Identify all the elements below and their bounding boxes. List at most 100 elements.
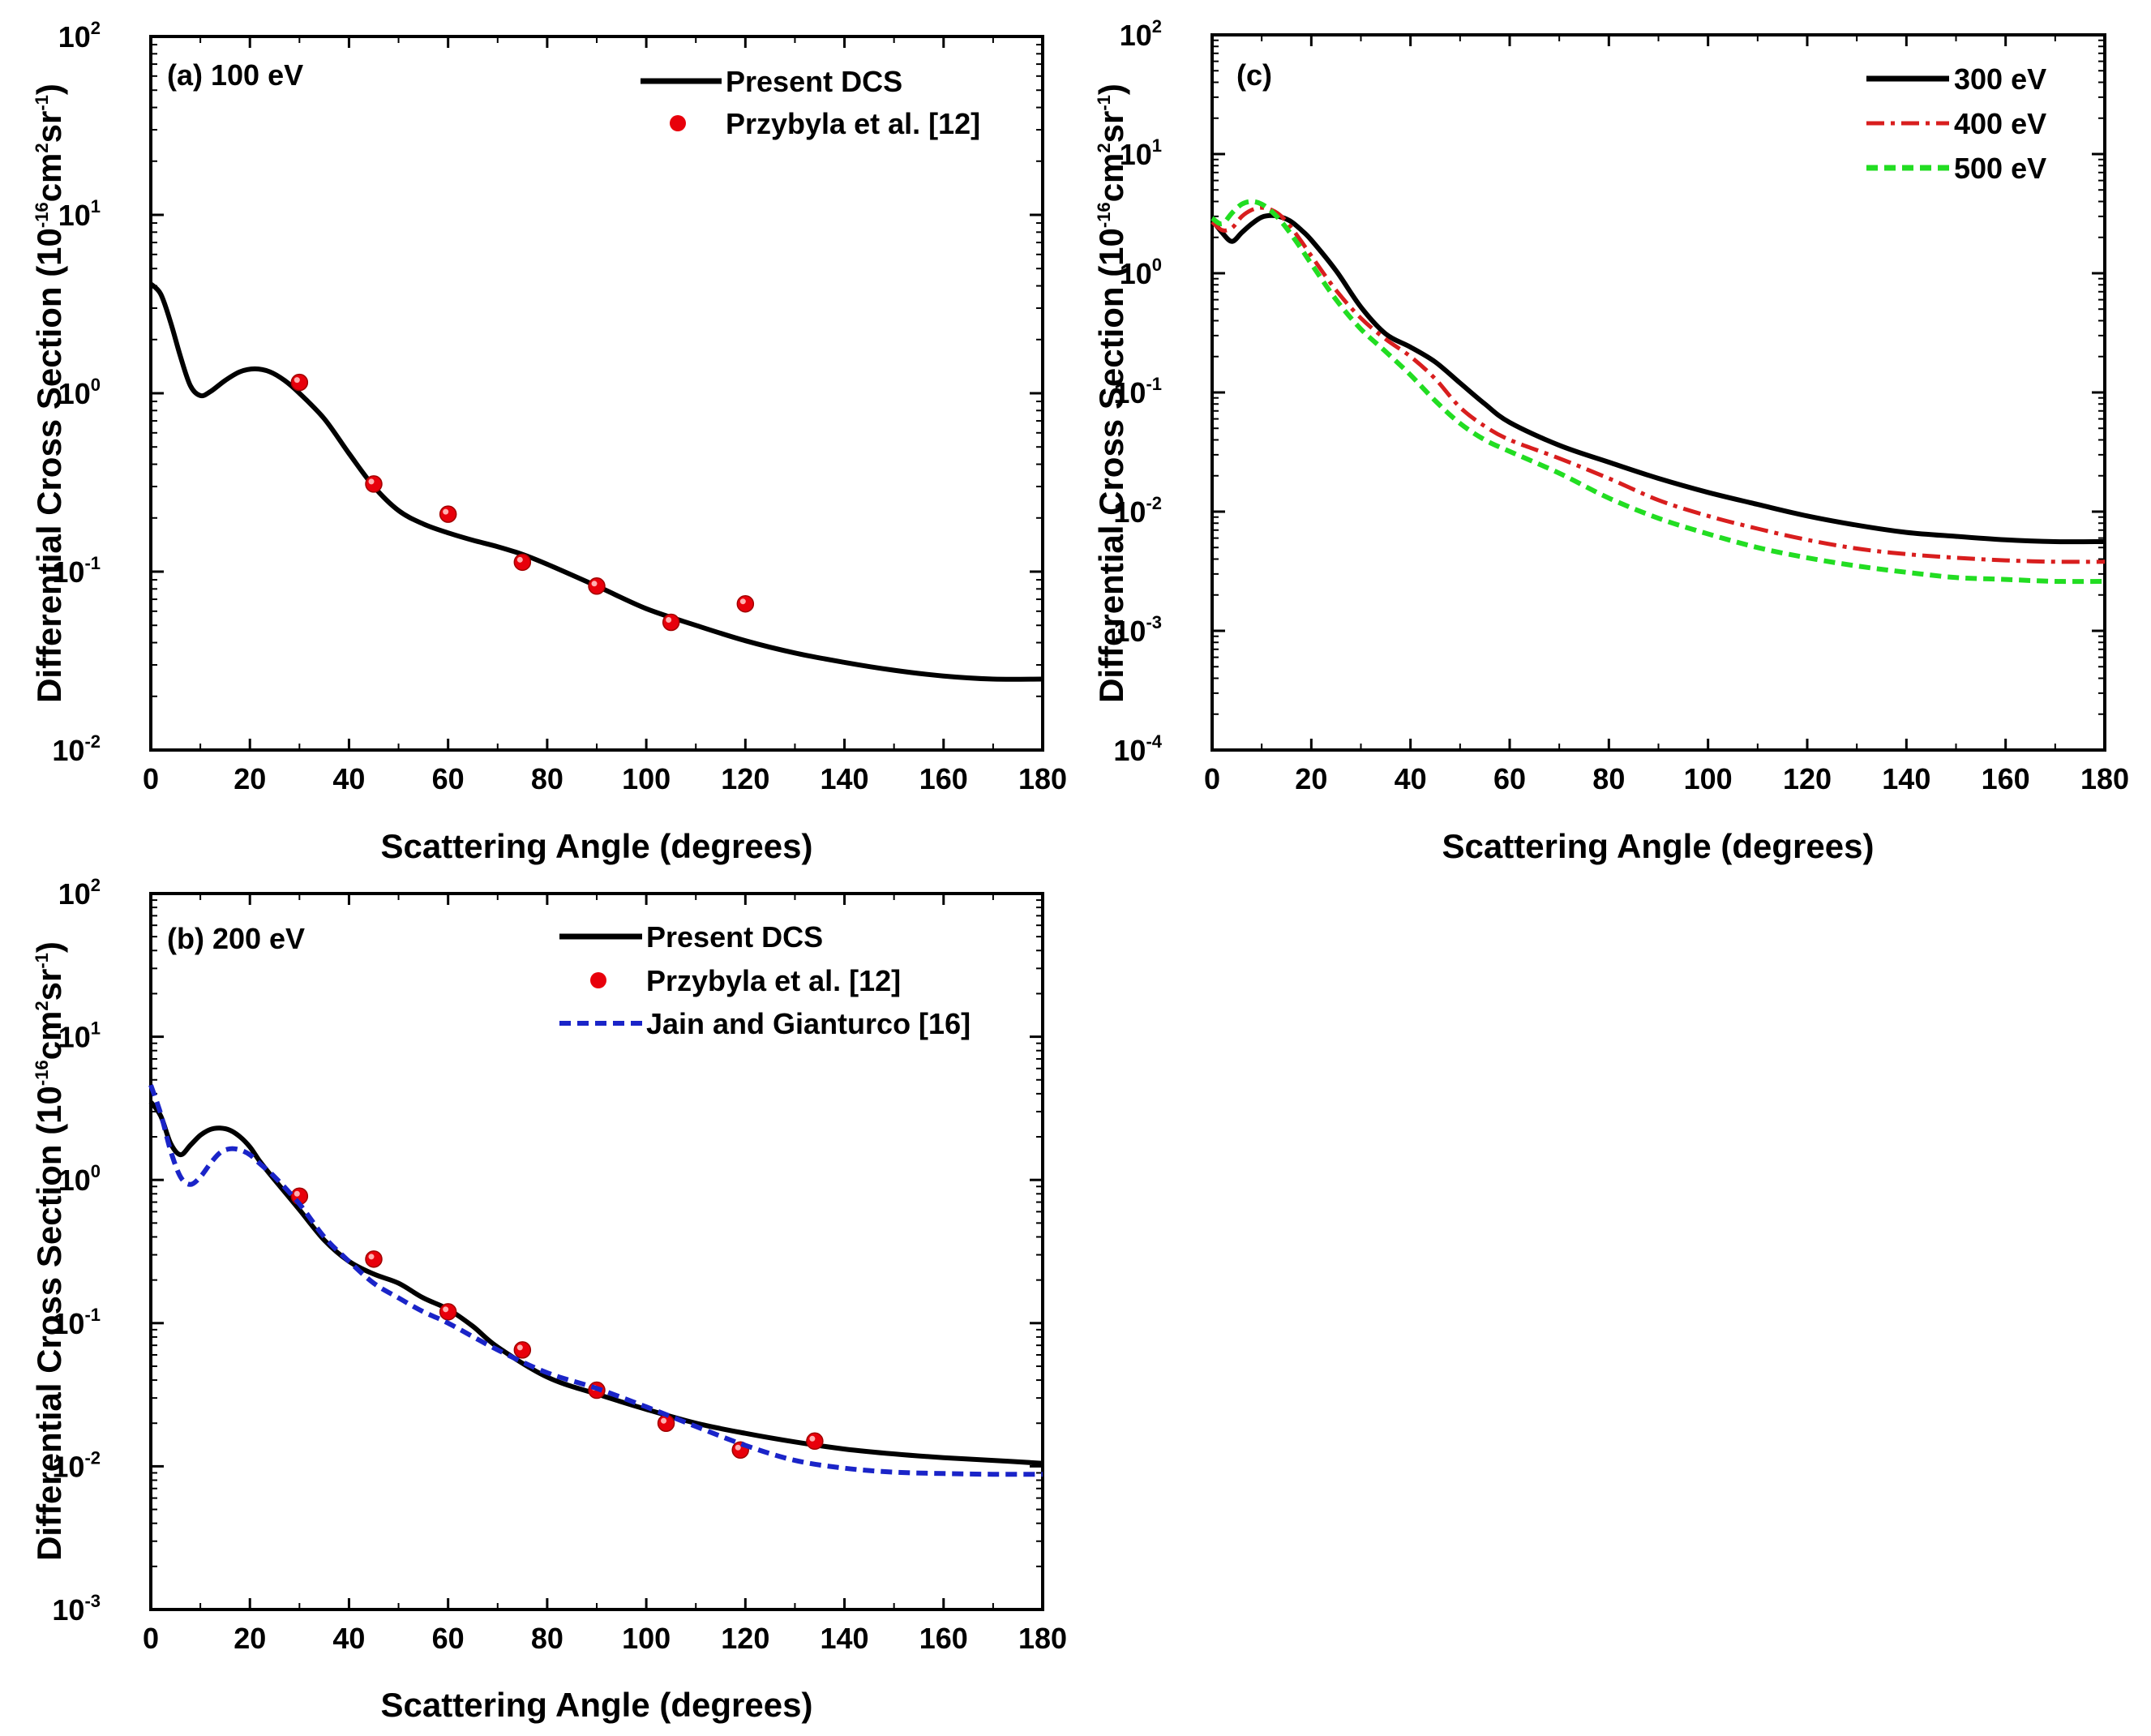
panel-a-point-highlight xyxy=(443,508,449,515)
panel-b-label: (b) 200 eV xyxy=(167,922,305,955)
panel-a-point-highlight xyxy=(368,478,375,485)
panel-a-xtick-label: 100 xyxy=(622,762,671,795)
panel-b-series xyxy=(148,1084,1043,1477)
panel-b-line-jain-and-gianturco-16 xyxy=(148,1084,1043,1477)
panel-b-ytick-label: 102 xyxy=(58,875,101,911)
panel-a-plot-frame xyxy=(149,35,1044,752)
panel-a-xtick-label: 140 xyxy=(821,762,869,795)
panel-c-ylabel: Differential Cross Section (10-16cm2sr-1… xyxy=(1092,84,1130,703)
panel-a-legend: Present DCS Przybyla et al. [12] xyxy=(641,65,980,140)
panel-b-line-present-dcs xyxy=(148,1100,1043,1466)
legend-c-500-label: 500 eV xyxy=(1954,152,2046,185)
panel-a-point-przybyla-et-al-12 xyxy=(513,553,532,572)
panel-a-ticks: 0 20 40 60 80 100 120 140 160 180 10-2 10-1 100 101 10… xyxy=(52,18,1067,795)
legend-a-exp-label: Przybyla et al. [12] xyxy=(726,107,980,140)
panel-a-xtick-label: 0 xyxy=(143,762,159,795)
svg-text:Differential Cross Section (10: Differential Cross Section (10-16cm2sr-1… xyxy=(30,84,68,703)
panel-a-ylabel: Differential Cross Section (10-16cm2sr-1… xyxy=(30,84,68,703)
legend-b-jain-label: Jain and Gianturco [16] xyxy=(646,1007,971,1040)
panel-b-xtick-label: 140 xyxy=(821,1622,869,1655)
panel-a-xtick-label: 40 xyxy=(332,762,365,795)
panel-c-line-300-ev xyxy=(1210,212,2106,545)
panel-b-point-highlight xyxy=(661,1417,667,1424)
panel-b-xtick-label: 100 xyxy=(622,1622,671,1655)
panel-c-xtick-label: 80 xyxy=(1592,762,1625,795)
panel-a-xtick-label: 120 xyxy=(721,762,769,795)
panel-a-ytick-label: 10-1 xyxy=(52,553,101,589)
panel-a-ytick-label: 100 xyxy=(58,375,101,410)
panel-b-point-przybyla-et-al-12 xyxy=(439,1303,457,1321)
panel-b-ytick-label: 10-1 xyxy=(52,1305,101,1340)
panel-a-xtick-label: 20 xyxy=(234,762,266,795)
panel-c-ytick-label: 101 xyxy=(1120,135,1162,171)
legend-c-300-label: 300 eV xyxy=(1954,62,2046,96)
panel-c-ytick-label: 10-1 xyxy=(1113,374,1162,409)
panel-a-point-highlight xyxy=(739,598,746,605)
panel-c: 0 20 40 60 80 100 120 140 160 180 10-4 10-3 10-2 10-1… xyxy=(1092,16,2129,865)
panel-c-xtick-label: 20 xyxy=(1295,762,1327,795)
panel-a-point-przybyla-et-al-12 xyxy=(439,505,457,523)
panel-c-xtick-label: 40 xyxy=(1395,762,1427,795)
panel-a-xlabel: Scattering Angle (degrees) xyxy=(381,827,813,865)
panel-b-point-highlight xyxy=(443,1306,449,1313)
panel-b-xtick-label: 40 xyxy=(332,1622,365,1655)
panel-a: 0 20 40 60 80 100 120 140 160 180 10-2 10-1 100 101 10… xyxy=(30,18,1067,865)
panel-b-point-highlight xyxy=(809,1435,816,1442)
svg-text:Differential Cross Section (10: Differential Cross Section (10-16cm2sr-1… xyxy=(30,941,68,1561)
panel-b-point-przybyla-et-al-12 xyxy=(513,1341,532,1359)
panel-b-ytick-label: 10-2 xyxy=(52,1447,101,1483)
panel-c-ytick-label: 102 xyxy=(1120,16,1162,52)
panel-b-point-przybyla-et-al-12 xyxy=(657,1414,675,1432)
panel-b-point-highlight xyxy=(294,1190,300,1197)
svg-text:Differential Cross Section (10: Differential Cross Section (10-16cm2sr-1… xyxy=(1092,84,1130,703)
panel-a-point-przybyla-et-al-12 xyxy=(662,613,680,632)
panel-c-xtick-label: 180 xyxy=(2080,762,2129,795)
panel-c-xtick-label: 120 xyxy=(1783,762,1832,795)
panel-a-point-highlight xyxy=(516,556,523,563)
panel-a-xtick-label: 160 xyxy=(919,762,968,795)
legend-a-exp-swatch xyxy=(670,115,686,131)
panel-a-point-highlight xyxy=(591,581,598,587)
panel-a-point-przybyla-et-al-12 xyxy=(588,577,606,595)
panel-c-xtick-label: 100 xyxy=(1684,762,1733,795)
panel-b: 0 20 40 60 80 100 120 140 160 180 10-3 10-2 10-1 100 1… xyxy=(30,875,1067,1724)
panel-c-legend: 300 eV 400 eV 500 eV xyxy=(1866,62,2046,185)
panel-a-label: (a) 100 eV xyxy=(167,58,303,92)
panel-c-line-400-ev xyxy=(1210,205,2106,564)
panel-c-ytick-label: 10-3 xyxy=(1113,612,1162,648)
panel-b-ticks: 0 20 40 60 80 100 120 140 160 180 10-3 10-2 10-1 100 1… xyxy=(52,875,1067,1655)
panel-a-point-przybyla-et-al-12 xyxy=(290,373,309,392)
panel-a-point-przybyla-et-al-12 xyxy=(365,475,383,493)
panel-c-ytick-label: 10-2 xyxy=(1113,493,1162,529)
panel-c-xtick-label: 160 xyxy=(1982,762,2030,795)
panel-b-xtick-label: 120 xyxy=(721,1622,769,1655)
panel-c-label: (c) xyxy=(1236,58,1272,92)
legend-b-present-label: Present DCS xyxy=(646,920,823,954)
panel-c-series xyxy=(1210,199,2106,585)
panel-b-xtick-label: 20 xyxy=(234,1622,266,1655)
panel-a-point-highlight xyxy=(666,616,672,623)
panel-c-ytick-label: 100 xyxy=(1120,255,1162,290)
legend-c-400-label: 400 eV xyxy=(1954,107,2046,140)
panel-b-ytick-label: 10-3 xyxy=(52,1591,101,1627)
panel-b-ylabel: Differential Cross Section (10-16cm2sr-1… xyxy=(30,941,68,1561)
panel-c-xtick-label: 0 xyxy=(1204,762,1220,795)
panel-b-point-highlight xyxy=(516,1344,523,1351)
panel-a-ytick-label: 101 xyxy=(58,196,101,232)
panel-b-plot-frame xyxy=(149,892,1044,1611)
legend-b-exp-label: Przybyla et al. [12] xyxy=(646,964,901,997)
panel-b-xtick-label: 60 xyxy=(432,1622,465,1655)
panel-b-xtick-label: 0 xyxy=(143,1622,159,1655)
panel-c-xtick-label: 140 xyxy=(1882,762,1930,795)
panel-b-point-przybyla-et-al-12 xyxy=(365,1250,383,1268)
panel-b-point-highlight xyxy=(735,1444,741,1451)
panel-a-xtick-label: 180 xyxy=(1018,762,1067,795)
panel-b-legend: Present DCS Przybyla et al. [12] Jain an… xyxy=(559,920,971,1040)
panel-b-ytick-label: 101 xyxy=(58,1018,101,1054)
panel-c-ytick-label: 10-4 xyxy=(1113,731,1162,767)
panel-a-ytick-label: 102 xyxy=(58,18,101,54)
panel-c-plot-frame xyxy=(1210,33,2106,752)
panel-c-ticks: 0 20 40 60 80 100 120 140 160 180 10-4 10-3 10-2 10-1… xyxy=(1113,16,2129,795)
panel-b-xtick-label: 180 xyxy=(1018,1622,1067,1655)
